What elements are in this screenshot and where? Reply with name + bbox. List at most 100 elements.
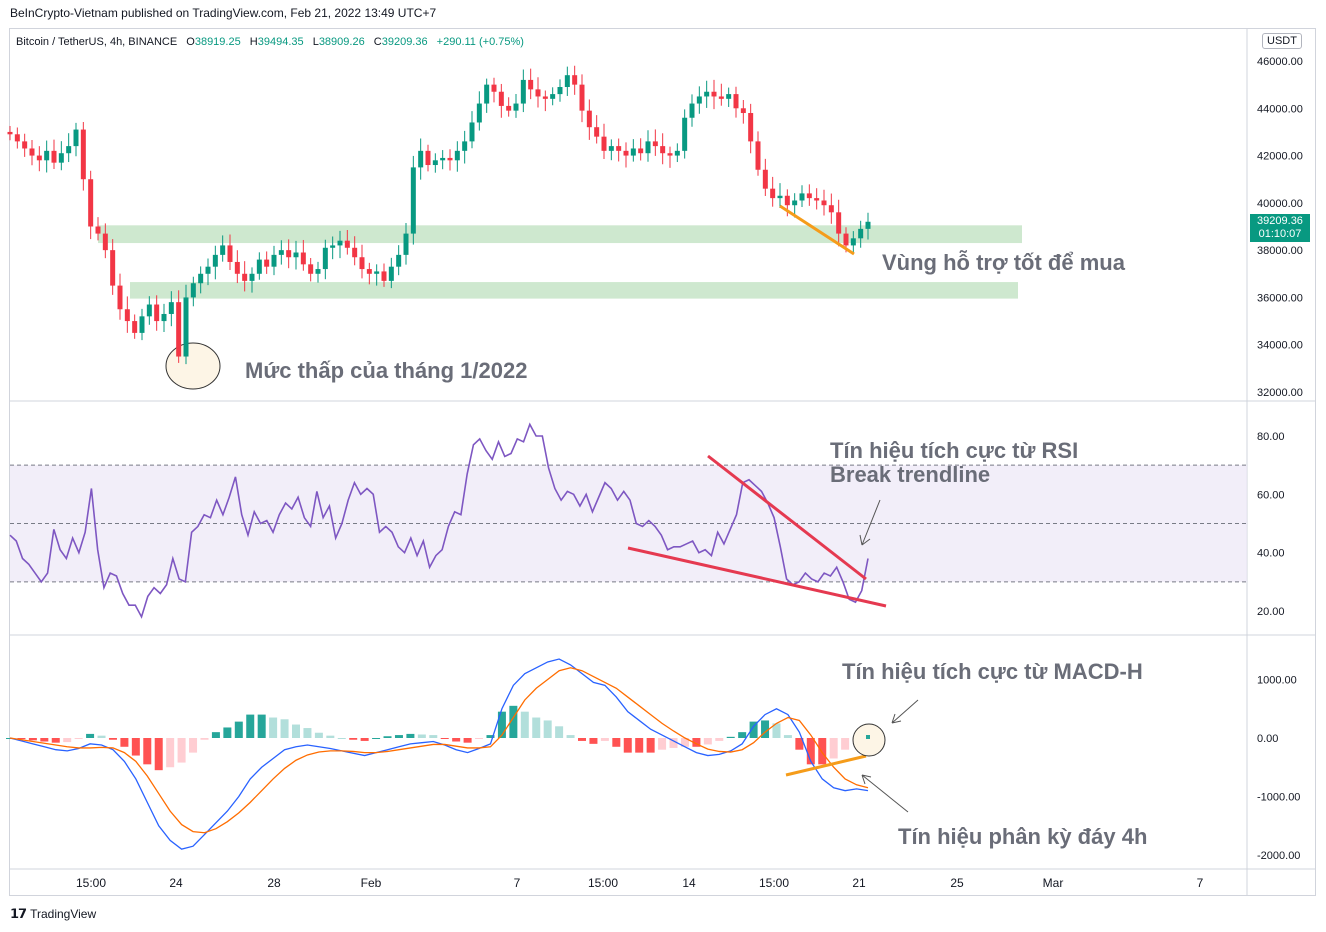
- macd-histogram-bar: [795, 738, 804, 750]
- candle-body: [161, 313, 167, 322]
- macd-histogram-bar: [154, 738, 163, 771]
- candle-body: [748, 113, 754, 142]
- candle-body: [190, 283, 196, 298]
- candle-body: [814, 198, 820, 201]
- candle-body: [66, 146, 72, 154]
- candle-body: [469, 122, 475, 142]
- signal-line: [9, 667, 869, 834]
- macd-signal-annotation: Tín hiệu tích cực từ MACD-H: [842, 659, 1143, 684]
- candle-body: [799, 193, 805, 201]
- macd-histogram-bar: [280, 719, 289, 738]
- candle-body: [733, 94, 739, 109]
- currency-badge[interactable]: USDT: [1262, 33, 1302, 49]
- candle-body: [572, 75, 578, 85]
- macd-histogram-bar: [543, 720, 552, 738]
- candle-body: [623, 150, 629, 156]
- candle-body: [293, 252, 299, 258]
- macd-histogram-bar: [532, 717, 541, 738]
- rsi-trendline-upper: [707, 454, 867, 581]
- candle-body: [117, 285, 123, 310]
- macd-histogram-bar: [692, 738, 701, 747]
- candle-body: [484, 84, 490, 104]
- macd-histogram-bar: [257, 714, 266, 738]
- candle-body: [352, 247, 358, 258]
- publisher-caption: BeInCrypto-Vietnam published on TradingV…: [10, 6, 437, 20]
- candle-body: [234, 261, 240, 274]
- macd-histogram-bar: [818, 738, 827, 765]
- candle-body: [762, 169, 768, 189]
- candle-body: [205, 266, 211, 274]
- macd-histogram-bar: [669, 738, 678, 748]
- macd-histogram-bar: [829, 738, 838, 759]
- macd-line: [9, 658, 869, 850]
- candle-body: [183, 297, 189, 357]
- candle-body: [51, 150, 57, 163]
- candle-body: [308, 264, 314, 274]
- candle-body: [146, 304, 152, 317]
- candle-body: [660, 146, 666, 154]
- macd-histogram-bar: [726, 736, 735, 738]
- divergence-annotation: Tín hiệu phân kỳ đáy 4h: [898, 824, 1148, 849]
- chart-frame[interactable]: [9, 28, 1316, 896]
- open-label: O: [186, 36, 195, 48]
- macd-histogram-bar: [86, 733, 95, 738]
- price-tick-label: 42000.00: [1257, 151, 1303, 163]
- candle-body: [410, 167, 416, 234]
- macd-histogram-bar: [314, 732, 323, 738]
- candle-body: [176, 302, 182, 357]
- candle-body: [740, 108, 746, 114]
- candle-body: [520, 79, 526, 104]
- candle-body: [388, 266, 394, 281]
- macd-histogram-bar: [635, 738, 644, 753]
- candle-body: [315, 269, 321, 274]
- candle-body: [513, 103, 519, 111]
- footer-brand[interactable]: 𝟭𝟳 TradingView: [10, 906, 96, 922]
- macd-histogram-bar: [326, 735, 335, 738]
- candle-body: [476, 103, 482, 123]
- macd-histogram-bar: [143, 738, 152, 765]
- time-tick-label: Mar: [1043, 876, 1064, 890]
- symbol-legend: Bitcoin / TetherUS, 4h, BINANCE O38919.2…: [16, 36, 524, 48]
- macd-histogram-bar: [189, 738, 198, 753]
- candle-body: [359, 257, 365, 270]
- macd-histogram-bar: [703, 738, 712, 745]
- low-label: L: [312, 36, 319, 48]
- candle-body: [58, 153, 64, 163]
- support-zone-upper: [98, 225, 1022, 244]
- rsi-arrow-icon: [859, 499, 881, 546]
- macd-histogram-bar: [223, 727, 232, 738]
- candle-body: [550, 94, 556, 99]
- macd-histogram-bar: [97, 735, 106, 738]
- candle-body: [689, 103, 695, 118]
- candle-body: [608, 146, 614, 151]
- macd-histogram-bar: [555, 726, 564, 738]
- candle-body: [220, 245, 226, 255]
- macd-histogram-bar: [51, 738, 60, 743]
- macd-signal-circle: [852, 723, 886, 757]
- candle-body: [249, 273, 255, 281]
- macd-histogram-bar: [761, 720, 770, 738]
- candle-body: [770, 188, 776, 199]
- candle-body: [212, 254, 218, 267]
- price-tick-label: 40000.00: [1257, 198, 1303, 210]
- macd-histogram-bar: [406, 733, 415, 738]
- macd-histogram-bar: [463, 738, 472, 743]
- open-value: 38919.25: [194, 36, 241, 48]
- candle-body: [278, 250, 284, 255]
- macd-histogram-bar: [292, 724, 300, 738]
- macd-signal-bar: [866, 735, 870, 739]
- macd-histogram-bar: [200, 738, 209, 740]
- macd-histogram-bar: [63, 738, 72, 743]
- price-tick-label: 34000.00: [1257, 340, 1303, 352]
- macd-histogram-bar: [646, 738, 655, 753]
- macd-histogram-bar: [337, 738, 346, 739]
- high-value: 39494.35: [257, 36, 304, 48]
- macd-histogram-bar: [429, 735, 438, 738]
- macd-histogram-bar: [623, 738, 632, 753]
- price-tick-label: 32000.00: [1257, 387, 1303, 399]
- macd-histogram-bar: [806, 738, 815, 765]
- macd-tick-label: -2000.00: [1257, 850, 1300, 862]
- candle-body: [36, 155, 42, 161]
- macd-histogram-bar: [120, 738, 129, 747]
